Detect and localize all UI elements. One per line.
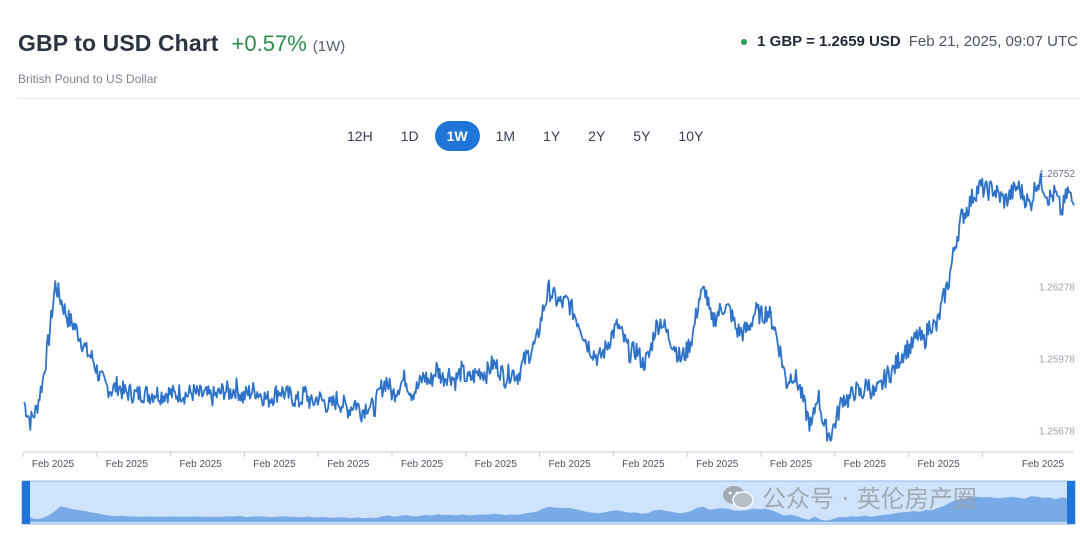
range-navigator[interactable] bbox=[0, 478, 1080, 528]
tab-1y[interactable]: 1Y bbox=[531, 121, 572, 151]
navigator-handle-right bbox=[1067, 481, 1075, 524]
x-tick-label: Feb 2025 bbox=[844, 459, 887, 470]
x-tick-label: Feb 2025 bbox=[327, 459, 370, 470]
y-tick-label: 1.26752 bbox=[1039, 169, 1076, 180]
price-chart[interactable]: 1.26752 1.26278 1.25978 1.25678 Feb 2025 Feb … bbox=[0, 160, 1080, 478]
tab-10y[interactable]: 10Y bbox=[666, 121, 715, 151]
x-tick-label: Feb 2025 bbox=[622, 459, 665, 470]
y-tick-label: 1.26278 bbox=[1039, 283, 1076, 294]
tab-1d[interactable]: 1D bbox=[389, 121, 431, 151]
x-tick-label: Feb 2025 bbox=[1022, 459, 1065, 470]
chart-title: GBP to USD Chart bbox=[18, 30, 219, 56]
navigator-area bbox=[30, 496, 1068, 522]
x-tick-label: Feb 2025 bbox=[548, 459, 591, 470]
chart-subtitle: British Pound to US Dollar bbox=[18, 72, 158, 86]
chart-header: GBP to USD Chart +0.57% (1W) British Pou… bbox=[18, 30, 1080, 100]
tab-1w[interactable]: 1W bbox=[434, 121, 480, 151]
tab-2y[interactable]: 2Y bbox=[576, 121, 617, 151]
watermark-text: 公众号 · 英伦房产圈 bbox=[762, 485, 977, 513]
rate-timestamp: Feb 21, 2025, 09:07 UTC bbox=[908, 33, 1078, 50]
x-tick-label: Feb 2025 bbox=[770, 459, 813, 470]
period-label: (1W) bbox=[312, 38, 346, 55]
x-tick-label: Feb 2025 bbox=[179, 459, 222, 470]
live-dot-icon bbox=[741, 38, 748, 45]
x-tick-label: Feb 2025 bbox=[106, 459, 149, 470]
rate-value: 1 GBP = 1.2659 USD bbox=[757, 33, 901, 50]
x-tick-label: Feb 2025 bbox=[917, 459, 960, 470]
tab-12h[interactable]: 12H bbox=[335, 121, 385, 151]
y-tick-label: 1.25678 bbox=[1039, 426, 1076, 437]
timeframe-tabs: 12H 1D 1W 1M 1Y 2Y 5Y 10Y bbox=[335, 121, 719, 151]
y-tick-label: 1.25978 bbox=[1039, 355, 1076, 366]
x-tick-label: Feb 2025 bbox=[32, 459, 75, 470]
x-tick-label: Feb 2025 bbox=[696, 459, 739, 470]
title-row: GBP to USD Chart +0.57% (1W) bbox=[18, 30, 1080, 57]
watermark: 公众号 · 英伦房产圈 bbox=[722, 479, 977, 514]
navigator-handle-left bbox=[22, 481, 30, 524]
series-line bbox=[23, 172, 1075, 442]
header-divider bbox=[18, 98, 1080, 99]
wechat-icon bbox=[723, 485, 754, 509]
x-tick-label: Feb 2025 bbox=[475, 459, 518, 470]
tab-1m[interactable]: 1M bbox=[484, 121, 527, 151]
tab-5y[interactable]: 5Y bbox=[621, 121, 662, 151]
x-tick-label: Feb 2025 bbox=[253, 459, 296, 470]
percent-change: +0.57% bbox=[231, 31, 307, 56]
x-tick-label: Feb 2025 bbox=[401, 459, 444, 470]
live-rate: 1 GBP = 1.2659 USD Feb 21, 2025, 09:07 U… bbox=[741, 33, 1078, 50]
